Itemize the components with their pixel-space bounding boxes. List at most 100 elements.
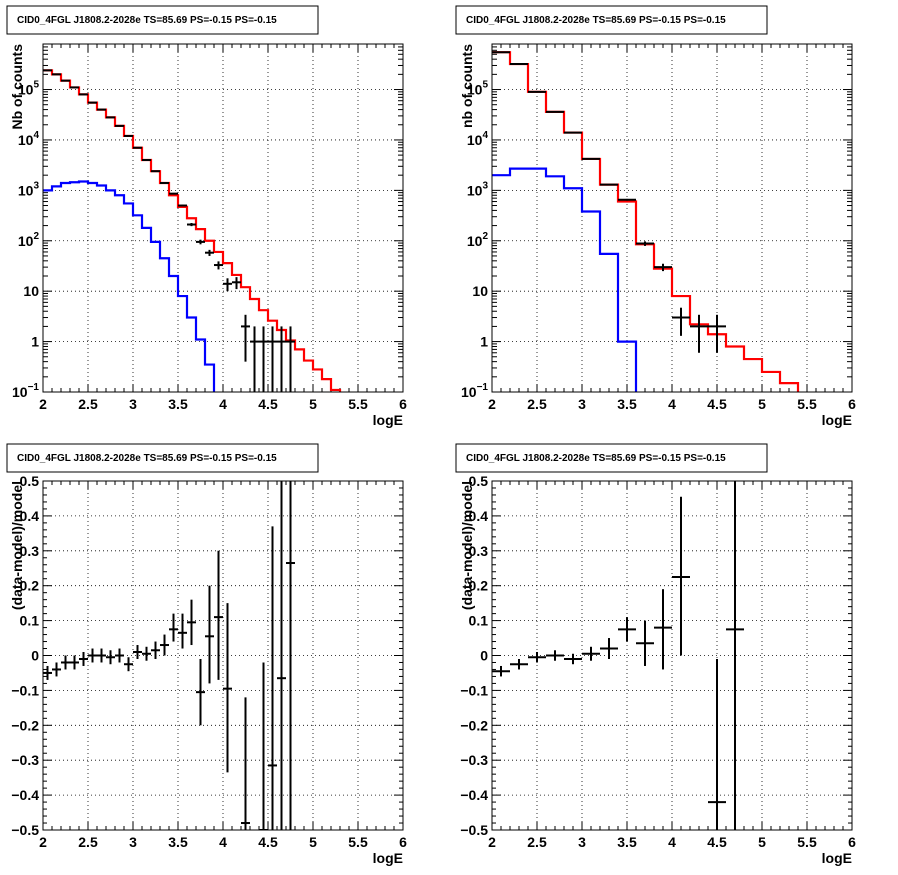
y-tick-exponent: 2 <box>482 231 488 242</box>
y-tick-labels: −0.5 −0.4 −0.3 −0.2 −0.1 0 0.1 0.2 0.3 0.4 0.5 <box>460 473 488 838</box>
y-tick-label: −0.4 <box>11 787 39 803</box>
y-tick-exponent: 4 <box>33 130 39 141</box>
y-tick-label: −0.2 <box>460 717 488 733</box>
y-tick-label: 0 <box>31 648 39 664</box>
y-tick-exponent: 3 <box>482 180 488 191</box>
y-tick-label: 0.5 <box>20 473 40 489</box>
y-tick-label: 102 <box>18 231 40 249</box>
x-tick-label: 3.5 <box>168 396 188 412</box>
x-tick-label: 3.5 <box>617 396 637 412</box>
data-point <box>115 648 124 663</box>
x-tick-label: 2.5 <box>527 834 547 850</box>
y-tick-label: 105 <box>18 80 40 98</box>
y-tick-label: 0.4 <box>20 508 40 524</box>
y-tick-base: 10 <box>18 82 34 98</box>
x-tick-label: 2 <box>488 834 496 850</box>
y-tick-label: 1 <box>31 334 39 350</box>
data-point <box>268 326 277 392</box>
data-point <box>582 646 600 661</box>
data-point <box>106 650 115 665</box>
y-tick-base: 10 <box>18 182 34 198</box>
axis-ticks <box>491 480 853 831</box>
x-tick-label: 2.5 <box>78 396 98 412</box>
y-tick-label: 0.3 <box>469 543 489 559</box>
data-point <box>600 638 618 659</box>
y-tick-label: 0 <box>480 648 488 664</box>
model-total-histogram <box>492 51 800 392</box>
x-tick-label: 2.5 <box>78 834 98 850</box>
residuals-panel-left: 2 2.5 3 3.5 4 4.5 5 5.5 6 −0.5 −0.4 −0.3 −0.2 −0.1 0 0.… <box>6 443 407 866</box>
y-axis-title: (data-model)/model <box>459 481 475 610</box>
y-tick-base: 1 <box>480 334 488 350</box>
x-tick-label: 2.5 <box>527 396 547 412</box>
data-point <box>52 662 61 677</box>
data-point <box>178 613 187 649</box>
chart-title: CID0_4FGL J1808.2-2028e TS=85.69 PS=-0.1… <box>17 453 277 464</box>
chart-title: CID0_4FGL J1808.2-2028e TS=85.69 PS=-0.1… <box>466 15 726 26</box>
x-tick-label: 2 <box>488 396 496 412</box>
grid <box>492 481 852 830</box>
plot-frame <box>491 43 853 393</box>
y-tick-label: 105 <box>467 80 489 98</box>
x-tick-label: 6 <box>848 396 856 412</box>
x-tick-labels: 2 2.5 3 3.5 4 4.5 5 5.5 6 <box>39 396 407 412</box>
x-tick-label: 4 <box>219 834 227 850</box>
x-tick-labels: 2 2.5 3 3.5 4 4.5 5 5.5 6 <box>39 834 407 850</box>
source-model-histogram <box>492 167 638 392</box>
y-tick-label: −0.3 <box>11 752 39 768</box>
data-point <box>160 634 169 656</box>
x-tick-label: 4 <box>668 834 676 850</box>
x-tick-label: 3.5 <box>168 834 188 850</box>
data-point <box>223 278 232 292</box>
chart-title: CID0_4FGL J1808.2-2028e TS=85.69 PS=-0.1… <box>466 453 726 464</box>
y-axis-title: nb of counts <box>459 44 475 128</box>
counts-panel-left: 2 2.5 3 3.5 4 4.5 5 5.5 610−1110102103104105logE… <box>6 5 407 428</box>
data-point <box>250 326 259 392</box>
plot-frame <box>42 480 404 831</box>
x-tick-label: 2 <box>39 834 47 850</box>
x-tick-labels: 2 2.5 3 3.5 4 4.5 5 5.5 6 <box>488 396 856 412</box>
x-tick-label: 5 <box>309 396 317 412</box>
y-tick-label: 10 <box>23 283 39 299</box>
y-tick-label: 103 <box>18 180 40 198</box>
source-model-histogram <box>43 180 216 392</box>
data-point <box>582 157 600 160</box>
plot-area <box>492 51 800 392</box>
x-tick-label: 4.5 <box>258 396 278 412</box>
axis-ticks <box>491 43 853 393</box>
data-point <box>142 646 151 661</box>
data-point <box>286 481 295 830</box>
y-tick-label: 10−1 <box>12 382 39 400</box>
data-point <box>726 481 744 830</box>
data-point <box>564 653 582 665</box>
y-tick-base: 10 <box>18 132 34 148</box>
data-point <box>672 496 690 656</box>
data-point <box>151 641 160 659</box>
grid <box>43 481 403 830</box>
y-tick-base: 10 <box>467 182 483 198</box>
data-point <box>223 603 232 773</box>
axis-ticks <box>42 43 404 393</box>
y-tick-label: 0.2 <box>20 578 40 594</box>
y-tick-base: 10 <box>18 233 34 249</box>
x-axis-title: logE <box>373 850 403 866</box>
data-point <box>61 655 70 670</box>
data-point <box>196 239 205 245</box>
title-box <box>455 5 768 35</box>
data-point <box>214 261 223 270</box>
y-tick-exponent: 2 <box>33 231 39 242</box>
y-tick-label: 0.1 <box>20 613 40 629</box>
x-tick-label: 3 <box>129 396 137 412</box>
y-tick-label: −0.5 <box>11 822 39 838</box>
data-point <box>214 550 223 680</box>
plot-area <box>43 481 295 830</box>
x-tick-label: 4 <box>219 396 227 412</box>
y-tick-label: −0.5 <box>460 822 488 838</box>
data-point <box>97 648 106 663</box>
y-tick-label: 103 <box>467 180 489 198</box>
x-tick-label: 5.5 <box>797 396 817 412</box>
data-point <box>151 170 160 173</box>
y-tick-label: 104 <box>18 130 40 148</box>
x-tick-label: 5 <box>758 396 766 412</box>
